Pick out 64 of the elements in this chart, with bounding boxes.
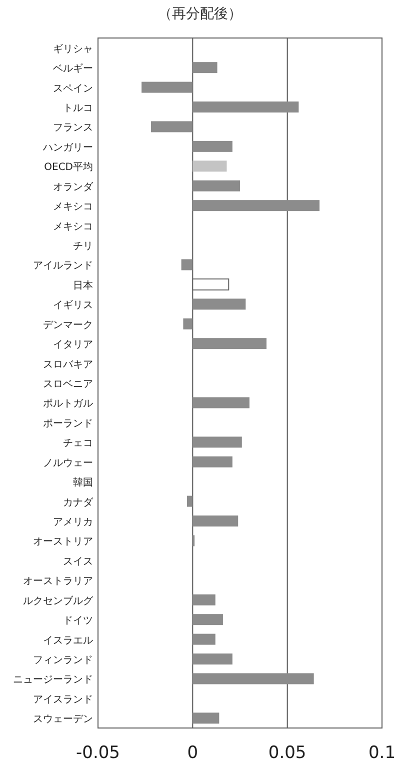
bar <box>192 516 238 526</box>
y-tick-label: OECD平均 <box>44 161 93 174</box>
bar <box>192 634 216 645</box>
bar <box>192 200 320 212</box>
y-tick-label: トルコ <box>63 103 93 114</box>
y-tick-label: アイスランド <box>33 694 93 706</box>
y-tick-label: ポーランド <box>43 418 93 430</box>
y-tick-label: フィンランド <box>33 655 93 666</box>
y-tick-label: スペイン <box>53 83 93 94</box>
bar <box>192 160 227 172</box>
y-tick-label: ニュージーランド <box>13 674 93 686</box>
y-tick-label: アイルランド <box>33 260 93 272</box>
bar <box>192 102 299 112</box>
bar <box>192 594 216 606</box>
y-tick-label: フランス <box>53 122 93 134</box>
y-tick-label: チリ <box>73 241 93 252</box>
y-tick-label: イタリア <box>53 340 93 351</box>
bar <box>192 338 267 350</box>
y-tick-label: ハンガリー <box>42 142 93 154</box>
bar <box>192 456 232 468</box>
y-tick-label: スウェーデン <box>33 714 93 726</box>
chart-title: （再分配後） <box>158 6 242 22</box>
x-tick-label: 0.1 <box>368 743 396 763</box>
y-tick-label: ギリシャ <box>53 42 93 55</box>
bar <box>151 121 193 132</box>
x-tick-label: 0 <box>187 743 198 763</box>
y-tick-label: ベルギー <box>53 62 93 75</box>
y-tick-label: イスラエル <box>43 635 93 646</box>
y-tick-label: 日本 <box>73 279 93 292</box>
y-tick-label: ドイツ <box>63 616 93 627</box>
y-tick-label: イギリス <box>53 299 93 312</box>
bar <box>192 278 230 290</box>
y-tick-label: オーストリア <box>33 536 93 548</box>
y-tick-label: ポルトガル <box>43 398 93 410</box>
y-tick-label: ノルウェー <box>43 458 93 469</box>
bar <box>192 140 232 152</box>
bar <box>192 614 223 626</box>
bar <box>142 82 193 93</box>
bar <box>192 62 218 74</box>
bar <box>192 436 242 448</box>
bar <box>192 712 220 724</box>
bar <box>181 259 193 270</box>
y-tick-label: スロベニア <box>43 379 93 390</box>
bar <box>192 298 246 310</box>
bar <box>183 318 193 330</box>
x-tick-label: 0.05 <box>268 743 306 763</box>
x-tick-label: -0.05 <box>76 743 120 763</box>
y-tick-label: スイス <box>63 556 93 568</box>
y-tick-label: オーストラリア <box>23 576 93 588</box>
bar <box>192 654 232 664</box>
y-tick-label: チェコ <box>63 438 93 450</box>
y-tick-label: メキシコ <box>53 202 93 213</box>
y-tick-label: スロバキア <box>43 359 93 370</box>
y-tick-label: アメリカ <box>53 517 93 528</box>
y-tick-label: ルクセンブルグ <box>23 594 94 607</box>
y-tick-label: オランダ <box>53 180 94 193</box>
y-tick-label: 韓国 <box>73 476 93 489</box>
y-tick-label: デンマーク <box>43 320 93 331</box>
bar <box>186 496 193 507</box>
bar <box>192 397 250 408</box>
bar <box>192 673 314 684</box>
y-tick-label: メキシコ <box>53 221 93 232</box>
bar <box>192 180 240 192</box>
y-tick-label: カナダ <box>63 496 94 508</box>
